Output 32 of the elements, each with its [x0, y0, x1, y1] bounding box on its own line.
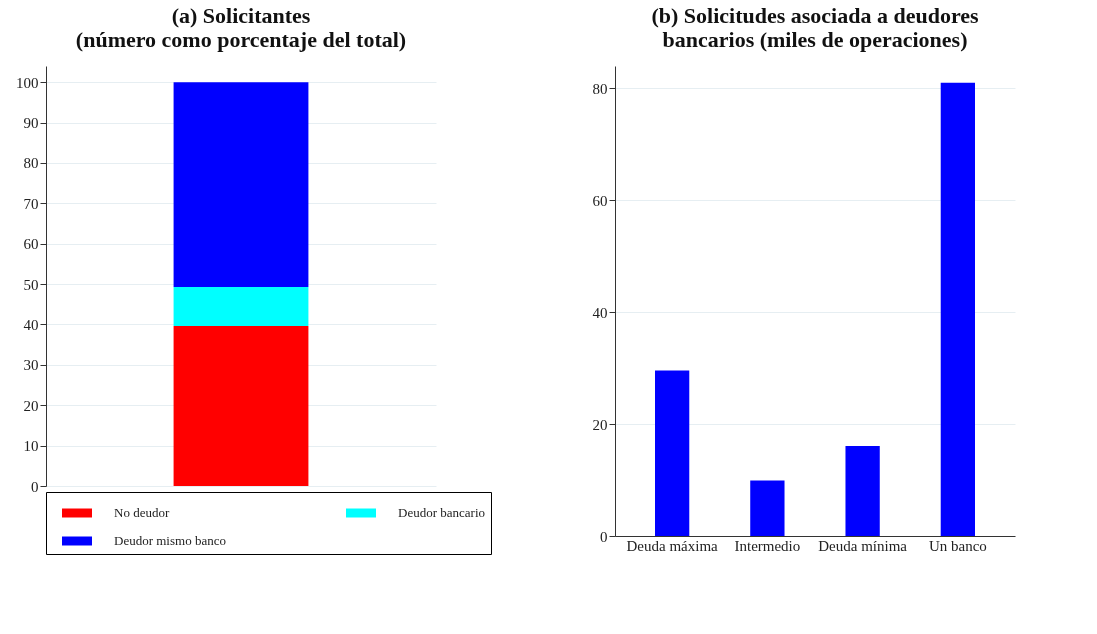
y-tick-label: 40 [592, 304, 608, 321]
y-tick-label: 10 [23, 438, 39, 455]
bar [940, 82, 975, 536]
legend-label: Deudor bancario [398, 505, 485, 520]
y-tick-label: 60 [592, 192, 608, 209]
chart-title: (b) Solicitudes asociada a deudores bancarios (miles de operaciones) [651, 3, 980, 52]
y-tick-label: 20 [592, 416, 608, 433]
bar [173, 326, 309, 486]
x-tick-label: Deuda máxima [626, 537, 719, 554]
y-tick-label: 80 [23, 155, 39, 172]
y-tick-label: 0 [600, 528, 608, 545]
x-tick-label: Intermedio [734, 537, 801, 554]
bar [655, 370, 690, 536]
y-tick-label: 90 [23, 115, 39, 132]
bar [750, 480, 785, 536]
y-tick-label: 100 [16, 74, 39, 91]
x-tick-label: Un banco [928, 537, 987, 554]
x-tick-label: Deuda mínima [818, 537, 908, 554]
bar [173, 286, 309, 327]
y-tick-label: 20 [23, 397, 39, 414]
legend-label: No deudor [114, 505, 170, 520]
y-tick-label: 40 [23, 316, 39, 333]
y-tick-label: 30 [23, 357, 39, 374]
y-tick-label: 0 [31, 478, 39, 495]
y-tick-label: 60 [23, 236, 39, 253]
bar [845, 445, 880, 536]
chart-title: (a) Solicitantes (número como porcentaje del total) [75, 3, 407, 52]
bar [173, 82, 309, 287]
legend-label: Deudor mismo banco [114, 533, 226, 548]
y-tick-label: 50 [23, 276, 39, 293]
y-tick-label: 70 [23, 195, 39, 212]
y-tick-label: 80 [592, 80, 608, 97]
